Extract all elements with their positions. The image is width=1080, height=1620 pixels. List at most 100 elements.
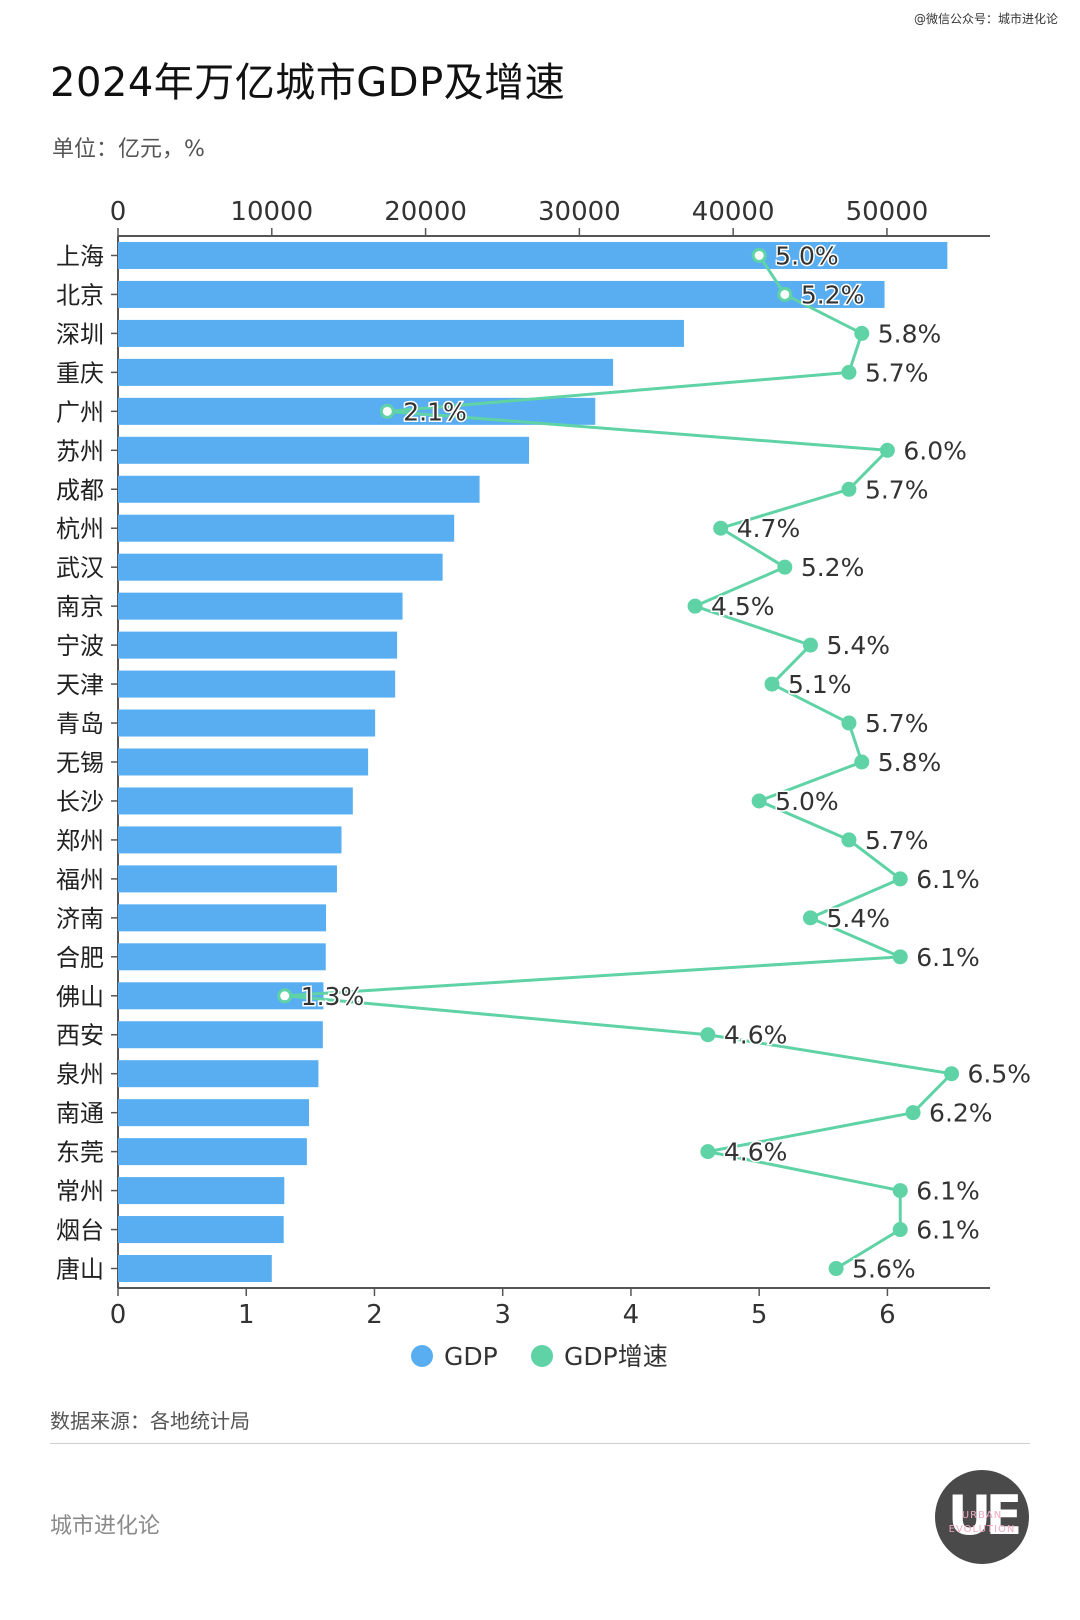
category-label: 东莞 xyxy=(56,1139,104,1167)
growth-data-label: 2.1% xyxy=(403,397,467,426)
growth-data-label: 6.1% xyxy=(916,943,980,972)
top-axis-tick-label: 0 xyxy=(110,197,127,227)
growth-point xyxy=(905,1105,921,1121)
category-label: 济南 xyxy=(56,905,104,933)
category-label: 烟台 xyxy=(56,1217,104,1245)
growth-point xyxy=(879,442,895,458)
gdp-bar xyxy=(118,904,327,932)
growth-data-label: 1.3% xyxy=(301,982,365,1011)
gdp-bar xyxy=(118,748,369,776)
gdp-bar xyxy=(118,865,337,893)
category-label: 福州 xyxy=(56,866,104,894)
bottom-axis-tick-label: 4 xyxy=(623,1300,640,1330)
category-label: 无锡 xyxy=(56,749,104,777)
growth-data-label: 5.7% xyxy=(865,475,929,504)
growth-point xyxy=(841,364,857,380)
category-label: 青岛 xyxy=(56,710,104,738)
category-label: 南通 xyxy=(56,1100,104,1128)
category-label: 北京 xyxy=(56,281,104,309)
growth-point xyxy=(892,949,908,965)
growth-point xyxy=(841,715,857,731)
footer-divider xyxy=(50,1443,1030,1444)
gdp-bar xyxy=(118,1177,285,1205)
gdp-bar xyxy=(118,514,455,542)
chart-title: 2024年万亿城市GDP及增速 xyxy=(50,60,566,106)
legend-gdp-label: GDP xyxy=(444,1342,498,1371)
growth-data-label: 6.1% xyxy=(916,865,980,894)
gdp-bar xyxy=(118,670,396,698)
category-label: 宁波 xyxy=(56,632,104,660)
category-label: 佛山 xyxy=(56,983,104,1011)
top-axis-tick-label: 10000 xyxy=(230,197,313,227)
growth-data-label: 5.4% xyxy=(826,904,890,933)
category-label: 重庆 xyxy=(56,359,104,387)
gdp-bar xyxy=(118,553,443,581)
growth-data-label: 5.7% xyxy=(865,358,929,387)
growth-point xyxy=(944,1066,960,1082)
logo-sub-2: EVOLUTION xyxy=(948,1524,1016,1535)
bottom-axis-tick-label: 6 xyxy=(879,1300,896,1330)
growth-point xyxy=(751,793,767,809)
gdp-bar xyxy=(118,1255,272,1283)
credit-text: @微信公众号：城市进化论 xyxy=(913,12,1058,26)
growth-data-label: 5.1% xyxy=(788,670,852,699)
growth-point xyxy=(892,871,908,887)
gdp-bar xyxy=(118,280,885,308)
unit-label: 单位：亿元，% xyxy=(52,137,205,162)
growth-data-label: 6.2% xyxy=(929,1099,993,1128)
growth-point xyxy=(802,637,818,653)
gdp-bar xyxy=(118,826,342,854)
category-label: 长沙 xyxy=(56,788,104,816)
growth-point xyxy=(700,1027,716,1043)
legend-gdp-marker xyxy=(411,1345,433,1367)
gdp-bar xyxy=(118,1216,284,1244)
bottom-axis-tick-label: 3 xyxy=(494,1300,511,1330)
top-axis-tick-label: 50000 xyxy=(846,197,929,227)
growth-point xyxy=(802,910,818,926)
category-label: 杭州 xyxy=(56,515,104,543)
gdp-bar xyxy=(118,1060,319,1088)
growth-point xyxy=(892,1222,908,1238)
gdp-bar xyxy=(118,319,684,347)
legend-growth-label: GDP增速 xyxy=(564,1342,668,1371)
bottom-axis-tick-label: 1 xyxy=(238,1300,255,1330)
gdp-bar xyxy=(118,475,480,503)
gdp-bar xyxy=(118,241,948,269)
gdp-bar xyxy=(118,1021,323,1049)
gdp-bar xyxy=(118,358,614,386)
growth-data-label: 6.1% xyxy=(916,1216,980,1245)
growth-data-label: 5.8% xyxy=(878,748,942,777)
growth-point xyxy=(764,676,780,692)
logo-sub-1: URBAN xyxy=(961,1510,1003,1521)
growth-data-label: 4.6% xyxy=(724,1021,788,1050)
growth-point xyxy=(841,832,857,848)
growth-data-label: 5.0% xyxy=(775,787,839,816)
growth-data-label: 6.1% xyxy=(916,1177,980,1206)
growth-data-label: 5.0% xyxy=(775,241,839,270)
category-label: 天津 xyxy=(56,671,104,699)
growth-data-label: 5.8% xyxy=(878,319,942,348)
category-label: 武汉 xyxy=(56,554,104,582)
category-label: 成都 xyxy=(56,476,104,504)
category-label: 广州 xyxy=(56,398,104,426)
growth-point xyxy=(828,1261,844,1277)
category-label: 泉州 xyxy=(56,1061,104,1089)
growth-point xyxy=(379,403,395,419)
growth-data-label: 6.5% xyxy=(968,1060,1032,1089)
growth-point xyxy=(751,247,767,263)
brand-logo: UE URBAN EVOLUTION xyxy=(935,1470,1029,1564)
gdp-bar xyxy=(118,787,353,815)
growth-point xyxy=(777,286,793,302)
data-source: 数据来源：各地统计局 xyxy=(50,1409,250,1433)
gdp-bar xyxy=(118,1099,310,1127)
chart: 0 10000 20000 30000 40000 50000 0 1 2 3 4 5 6 上海北京深圳重… xyxy=(56,197,1033,1371)
growth-point xyxy=(687,598,703,614)
growth-point xyxy=(841,481,857,497)
top-axis-tick-label: 30000 xyxy=(538,197,621,227)
bottom-axis-tick-label: 5 xyxy=(751,1300,768,1330)
growth-point xyxy=(713,520,729,536)
gdp-bar xyxy=(118,1138,307,1166)
bottom-axis-tick-label: 2 xyxy=(366,1300,383,1330)
growth-data-label: 4.6% xyxy=(724,1138,788,1167)
growth-data-label: 5.4% xyxy=(826,631,890,660)
